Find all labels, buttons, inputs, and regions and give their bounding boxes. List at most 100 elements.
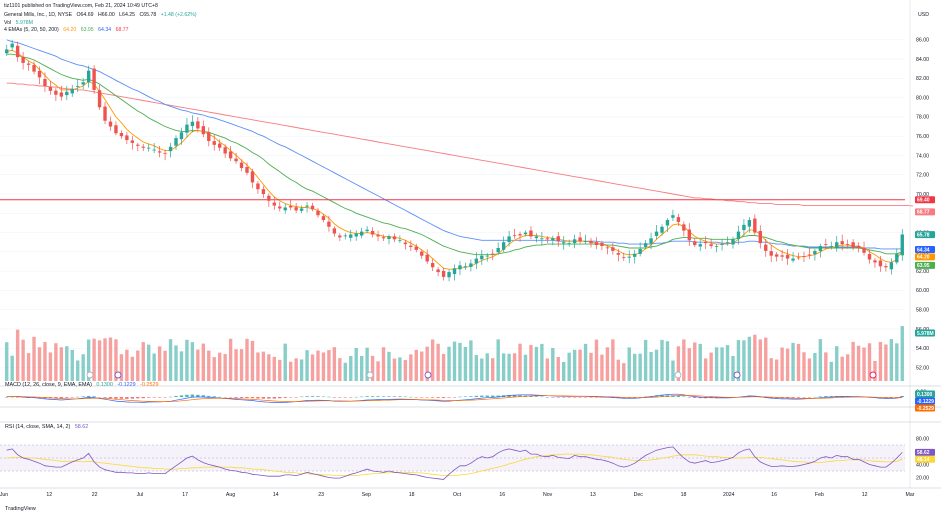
macd-signal-value: -0.2529 bbox=[140, 382, 159, 388]
candle-body bbox=[185, 124, 189, 133]
rsi-value: 58.62 bbox=[74, 424, 89, 430]
candle-body bbox=[491, 253, 495, 255]
volume-bar bbox=[578, 349, 582, 381]
candle-body bbox=[245, 167, 249, 173]
candle-body bbox=[507, 236, 511, 243]
symbol-legend[interactable]: General Mills, Inc., 1D, NYSE O64.69 H66… bbox=[4, 12, 199, 18]
tradingview-logo[interactable]: TradingView bbox=[5, 506, 36, 512]
volume-bar bbox=[420, 351, 424, 381]
volume-bar bbox=[436, 343, 440, 381]
candle-body bbox=[813, 250, 817, 255]
candle-body bbox=[294, 207, 298, 211]
macd-histogram-bar bbox=[272, 397, 276, 399]
volume-bar bbox=[430, 339, 435, 381]
pane-separators[interactable] bbox=[0, 0, 941, 489]
macd-histogram-bar bbox=[54, 397, 58, 399]
rsi-tick-label: 20.00 bbox=[916, 475, 929, 481]
candle-body bbox=[633, 253, 637, 257]
symbol-name[interactable]: General Mills, Inc., 1D, NYSE bbox=[4, 12, 73, 18]
ema200-value: 68.77 bbox=[115, 27, 129, 33]
candle-body bbox=[496, 247, 500, 253]
publish-info: tiz1101 published on TradingView.com, Fe… bbox=[4, 3, 161, 9]
candle-body bbox=[878, 260, 883, 267]
volume-bar bbox=[774, 359, 779, 381]
candle-body bbox=[463, 266, 468, 268]
macd-histogram-bar bbox=[551, 397, 555, 398]
candle-body bbox=[458, 265, 462, 270]
event-marker-icon bbox=[114, 371, 122, 379]
volume-bar bbox=[791, 342, 795, 381]
volume-bar bbox=[343, 362, 347, 381]
volume-bar bbox=[59, 347, 64, 381]
volume-bar bbox=[168, 339, 173, 381]
rsi-legend[interactable]: RSI (14, close, SMA, 14, 2) 58.62 bbox=[5, 424, 91, 430]
volume-bar bbox=[835, 346, 839, 381]
volume-bar bbox=[638, 353, 642, 381]
volume-bar bbox=[70, 349, 74, 381]
candle-body bbox=[321, 216, 326, 221]
macd-histogram-bar bbox=[480, 395, 484, 397]
time-tick-label: Jul bbox=[137, 492, 144, 498]
candle-body bbox=[873, 260, 877, 263]
price-tag-label: 68.77 bbox=[917, 210, 930, 216]
macd-histogram-bar bbox=[889, 397, 894, 398]
candle-body bbox=[283, 207, 287, 211]
volume-bar bbox=[43, 342, 47, 381]
price-tag-bg bbox=[915, 253, 935, 261]
time-tick-label: 18 bbox=[681, 492, 687, 498]
macd-histogram-bar bbox=[86, 395, 91, 397]
price-tag-label: 64.20 bbox=[917, 255, 930, 261]
volume-bar bbox=[616, 359, 621, 381]
candle-body bbox=[76, 86, 80, 87]
macd-histogram-bar bbox=[359, 396, 364, 398]
macd-histogram-bar bbox=[381, 396, 386, 397]
volume-bar bbox=[725, 345, 730, 381]
macd-histogram-bar bbox=[420, 397, 424, 398]
candle-body bbox=[86, 70, 91, 83]
price-tag-label: 64.34 bbox=[917, 247, 930, 253]
volume-bar bbox=[796, 343, 801, 381]
candle-body bbox=[835, 242, 839, 249]
volume-bar bbox=[731, 356, 735, 381]
macd-histogram-bar bbox=[529, 395, 533, 397]
macd-legend[interactable]: MACD (12, 26, close, 9, EMA, EMA) 0.1300… bbox=[5, 382, 161, 388]
price-tick-label: 70.00 bbox=[916, 192, 929, 198]
volume-legend[interactable]: Vol 5.978M bbox=[4, 20, 36, 26]
macd-line-value: -0.1229 bbox=[117, 382, 136, 388]
candle-body bbox=[430, 262, 435, 268]
ema-legend[interactable]: 4 EMAs (5, 20, 50, 200) 64.20 63.95 64.3… bbox=[4, 27, 132, 33]
rsi-tick-label: 40.00 bbox=[916, 462, 929, 468]
candle-body bbox=[359, 231, 364, 236]
candle-body bbox=[567, 243, 571, 244]
macd-label[interactable]: MACD (12, 26, close, 9, EMA, EMA) bbox=[5, 382, 92, 388]
volume-bar bbox=[447, 346, 451, 381]
volume-bar bbox=[545, 358, 550, 381]
macd-histogram-bar bbox=[185, 394, 189, 397]
volume-bar bbox=[654, 349, 659, 381]
volume-bar bbox=[136, 350, 140, 381]
volume-bar bbox=[900, 326, 904, 381]
macd-histogram-bar bbox=[507, 395, 511, 397]
candle-body bbox=[147, 147, 151, 149]
macd-histogram-bar bbox=[130, 397, 135, 399]
volume-bar bbox=[463, 347, 468, 381]
volume-bar bbox=[889, 339, 894, 381]
rsi-label[interactable]: RSI (14, close, SMA, 14, 2) bbox=[5, 424, 71, 430]
candle-body bbox=[228, 151, 233, 159]
volume-bars bbox=[5, 326, 904, 381]
macd-histogram-bar bbox=[234, 397, 238, 398]
vol-label: Vol bbox=[4, 20, 12, 26]
event-markers[interactable] bbox=[86, 371, 877, 379]
volume-bar bbox=[234, 349, 238, 381]
ema-label[interactable]: 4 EMAs (5, 20, 50, 200) bbox=[4, 27, 59, 33]
volume-bar bbox=[687, 348, 691, 381]
macd-tag-label: 0.1300 bbox=[917, 392, 933, 398]
price-tags: 69.40 68.77 65.78 64.34 64.20 63.95 5.978M 0.13… bbox=[915, 196, 935, 463]
ema50-line bbox=[6, 39, 903, 250]
time-axis[interactable]: Jun 12 22 Jul 17 Aug 14 23 Sep 18 Oct 16 Nov 13 Dec 18 2… bbox=[0, 492, 915, 498]
volume-bar bbox=[534, 346, 539, 381]
volume-bar bbox=[185, 339, 189, 381]
macd-histogram-bar bbox=[343, 397, 347, 398]
candle-body bbox=[649, 238, 653, 244]
